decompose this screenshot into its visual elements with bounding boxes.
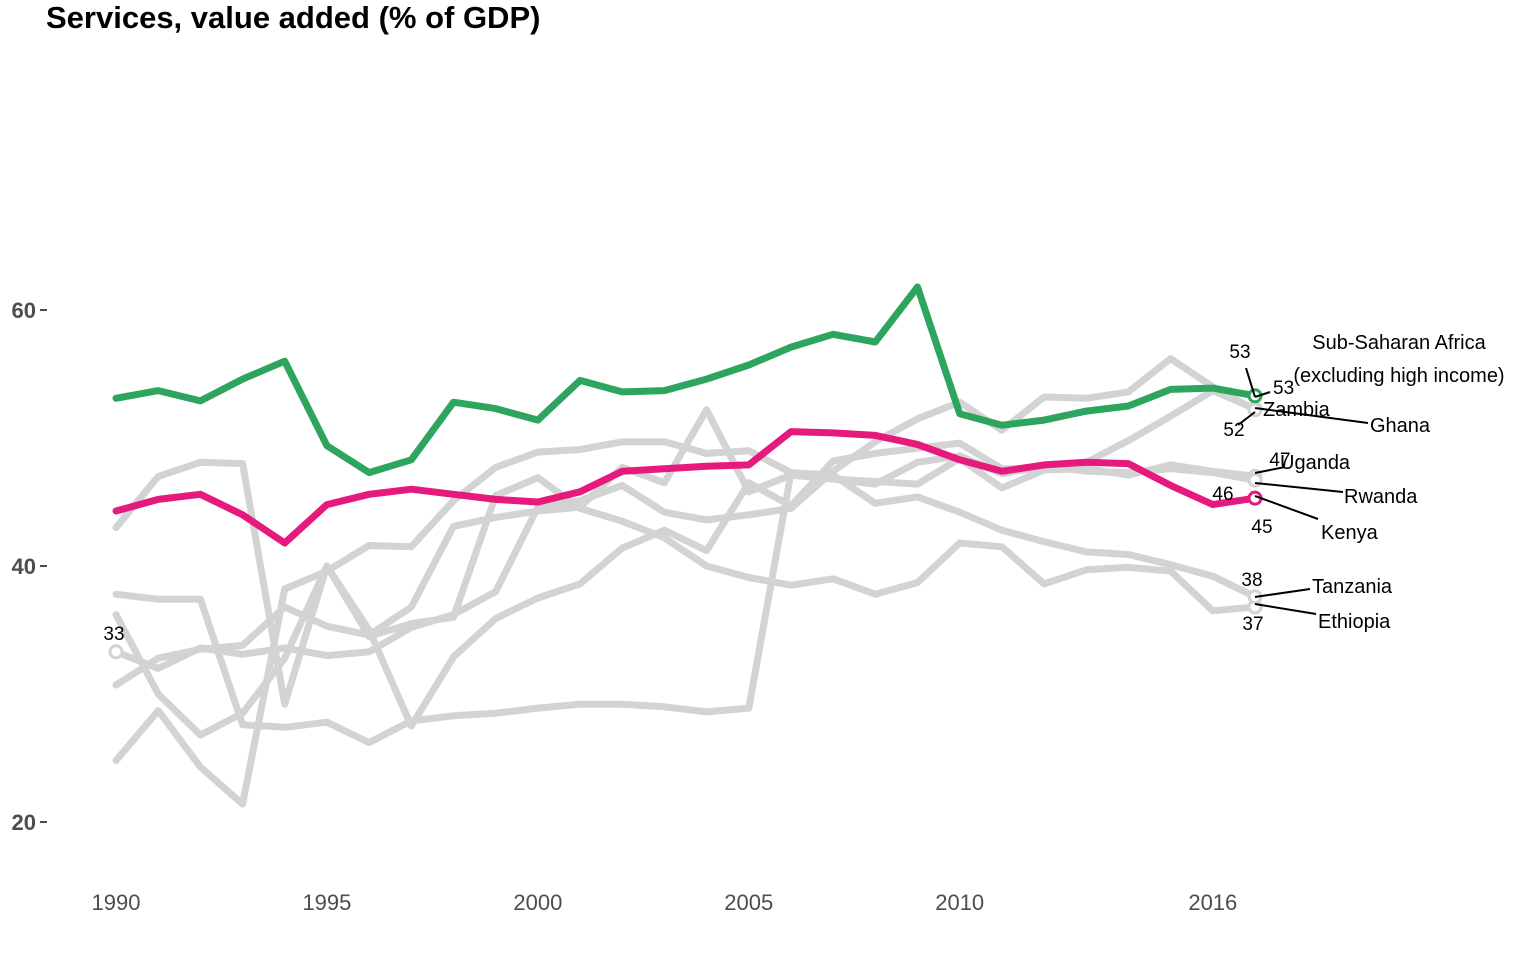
leader-ethiopia bbox=[1254, 603, 1317, 615]
leader-ssa-name bbox=[1254, 391, 1271, 398]
value-label-tanzania: 38 bbox=[1241, 570, 1262, 591]
y-tick-label: 40 bbox=[12, 554, 36, 579]
series-line-sub-saharan-africa-excluding-high-income bbox=[112, 283, 1259, 477]
value-label-uganda: 47 bbox=[1269, 450, 1290, 471]
annotations: 33 53 53 Sub-Saharan Africa (excluding high … bbox=[103, 332, 1504, 645]
leader-ghana bbox=[1254, 407, 1369, 424]
series-label-ghana: Ghana bbox=[1370, 415, 1431, 437]
leader-uganda bbox=[1254, 466, 1286, 474]
series-label-ethiopia: Ethiopia bbox=[1318, 611, 1391, 633]
x-axis: 1990 1995 2000 2005 2010 2016 bbox=[92, 890, 1238, 915]
end-point-ethiopia bbox=[1247, 472, 1263, 488]
leader-tanzania bbox=[1254, 588, 1311, 598]
value-label-ethiopia: 37 bbox=[1242, 614, 1263, 635]
start-value-label: 33 bbox=[103, 624, 124, 645]
start-point-zambia bbox=[108, 644, 124, 660]
leader-kenya bbox=[1254, 495, 1319, 520]
leader-rwanda bbox=[1254, 482, 1344, 493]
x-tick-label: 2016 bbox=[1188, 890, 1237, 915]
series-label-rwanda: Rwanda bbox=[1344, 486, 1418, 508]
value-label-ssa-2: 53 bbox=[1273, 378, 1294, 399]
series-label-tanzania: Tanzania bbox=[1312, 576, 1393, 598]
value-label-kenya: 45 bbox=[1251, 517, 1272, 538]
x-tick-label: 2005 bbox=[724, 890, 773, 915]
series-line-zambia bbox=[112, 355, 1259, 672]
series-label-uganda: Uganda bbox=[1280, 452, 1351, 474]
x-tick-label: 1990 bbox=[92, 890, 141, 915]
chart-title: Services, value added (% of GDP) bbox=[46, 0, 541, 35]
y-tick-label: 20 bbox=[12, 810, 36, 835]
leader-ssa-value bbox=[1245, 367, 1256, 398]
series-label-ssa-line2: (excluding high income) bbox=[1293, 365, 1504, 387]
value-label-zambia: 52 bbox=[1223, 420, 1244, 441]
x-tick-label: 2000 bbox=[513, 890, 562, 915]
y-axis: 20 40 60 bbox=[12, 298, 47, 835]
value-label-ssa: 53 bbox=[1229, 342, 1250, 363]
series-lines bbox=[112, 283, 1259, 808]
x-tick-label: 1995 bbox=[302, 890, 351, 915]
value-label-rwanda: 46 bbox=[1212, 484, 1233, 505]
leader-zambia-value bbox=[1237, 411, 1256, 426]
series-line-rwanda bbox=[112, 438, 1259, 808]
series-label-kenya: Kenya bbox=[1321, 522, 1379, 544]
series-label-ssa-line1: Sub-Saharan Africa bbox=[1312, 332, 1486, 354]
y-tick-label: 60 bbox=[12, 298, 36, 323]
end-point-zambia bbox=[1247, 402, 1263, 418]
series-line-kenya bbox=[112, 428, 1259, 547]
series-line-ethiopia bbox=[112, 452, 1259, 747]
x-tick-label: 2010 bbox=[935, 890, 984, 915]
series-line-ghana bbox=[112, 458, 1259, 708]
